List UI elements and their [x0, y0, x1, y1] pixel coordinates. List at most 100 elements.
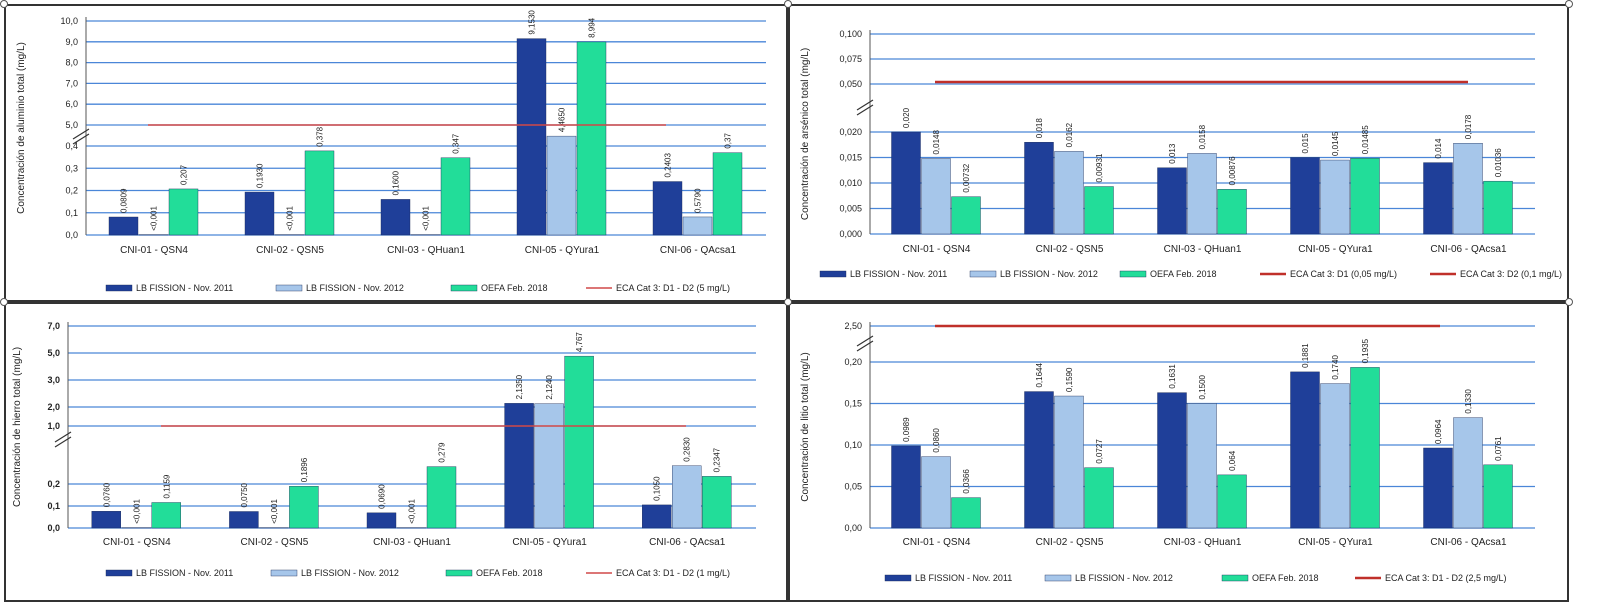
panel-corner-handle[interactable]	[0, 0, 8, 8]
bar	[652, 181, 683, 236]
bar-value-label: 0,1930	[256, 163, 265, 188]
y-tick-label: 8,0	[65, 58, 78, 68]
bar-value-label: 0,1050	[653, 476, 662, 501]
y-tick-label: 0,4	[65, 141, 78, 151]
bar	[891, 131, 921, 235]
legend-label: LB FISSION - Nov. 2012	[306, 283, 404, 293]
bar-value-label: 0,1159	[162, 474, 171, 498]
panel-corner-handle[interactable]	[784, 0, 792, 8]
y-tick-label: 2,50	[844, 321, 862, 331]
legend-label: ECA Cat 3: D1 - D2 (2,5 mg/L)	[1385, 573, 1507, 583]
x-category-label: CNI-03 - QHuan1	[1164, 244, 1242, 255]
bar	[1217, 474, 1247, 529]
y-tick-label: 10,0	[60, 16, 78, 26]
bar-value-label: 0,1600	[392, 170, 401, 195]
bar	[712, 152, 743, 236]
bar	[304, 150, 335, 236]
bar	[1054, 395, 1084, 529]
y-tick-label: 0,010	[839, 178, 862, 188]
panel-corner-handle[interactable]	[1565, 0, 1573, 8]
bar-value-label: 4,4650	[558, 107, 567, 132]
bar-value-label: 0,2830	[683, 437, 692, 462]
bar	[1157, 167, 1187, 235]
bar-value-label: 0,2347	[713, 447, 722, 472]
bar	[504, 403, 534, 529]
legend-swatch	[1044, 574, 1072, 582]
axis-break-mark	[54, 431, 72, 443]
x-category-label: CNI-06 - QAcsa1	[1430, 537, 1507, 548]
bar	[1423, 162, 1453, 235]
bar-value-label: 2,1240	[545, 375, 554, 400]
y-tick-label: 0,050	[839, 79, 862, 89]
panel-corner-handle[interactable]	[1565, 298, 1573, 306]
y-tick-label: 6,0	[65, 99, 78, 109]
bar-value-label: 9,1530	[528, 10, 537, 35]
y-tick-label: 5,0	[47, 348, 60, 358]
bar	[168, 188, 199, 236]
y-tick-label: 0,0	[65, 230, 78, 240]
x-category-label: CNI-03 - QHuan1	[1164, 537, 1242, 548]
bar	[1483, 180, 1513, 235]
bar-value-label: 0,1330	[1464, 389, 1473, 414]
legend-label: LB FISSION - Nov. 2011	[136, 568, 233, 578]
y-tick-label: 0,100	[839, 29, 862, 39]
bar	[891, 445, 921, 529]
y-tick-label: 0,1	[47, 501, 60, 511]
legend-label: LB FISSION - Nov. 2012	[1000, 269, 1098, 279]
y-tick-label: 3,0	[47, 375, 60, 385]
bar-value-label: 0,1896	[300, 457, 309, 482]
y-tick-label: 0,10	[844, 440, 862, 450]
legend-swatch	[275, 284, 303, 292]
legend-label: OEFA Feb. 2018	[476, 568, 543, 578]
x-category-label: CNI-02 - QSN5	[256, 245, 324, 256]
bar-value-label: 0,014	[1434, 138, 1443, 159]
legend-swatch	[445, 569, 473, 577]
chart-panel-aluminio: 0,0 0,1 0,2 0,3 0,4 5,0 6,0 7,0 8,0 9,0 10,0 Concen…	[4, 4, 788, 302]
bar	[951, 196, 981, 235]
bar	[289, 486, 319, 529]
chart-panel-hierro: 0,0 0,1 0,2 1,0 2,0 3,0 5,0 7,0 Concentración de…	[4, 302, 788, 602]
bar-value-label: 0,00876	[1228, 156, 1237, 185]
bar	[921, 456, 951, 529]
bar	[1423, 447, 1453, 529]
y-tick-label: 0,005	[839, 204, 862, 214]
legend-swatch	[105, 284, 133, 292]
legend-swatch	[1221, 574, 1249, 582]
legend-label: LB FISSION - Nov. 2011	[915, 573, 1012, 583]
bar	[1084, 467, 1114, 529]
arsenico-chart: 0,000 0,005 0,010 0,015 0,020 0,050 0,075 0,100…	[800, 29, 1562, 279]
bar	[1290, 371, 1320, 529]
x-category-label: CNI-05 - QYura1	[1298, 537, 1373, 548]
aluminio-chart: 0,0 0,1 0,2 0,3 0,4 5,0 6,0 7,0 8,0 9,0 10,0 Concen…	[16, 10, 766, 293]
y-tick-label: 9,0	[65, 37, 78, 47]
bar	[1157, 392, 1187, 529]
bar	[1084, 186, 1114, 235]
axis-break-mark	[856, 335, 874, 347]
bar-value-label: 0,018	[1035, 118, 1044, 139]
bar-value-label: 0,00732	[962, 163, 971, 192]
panel-corner-handle[interactable]	[784, 298, 792, 306]
bar	[516, 38, 547, 236]
bar-value-label: 0,279	[438, 442, 447, 463]
chart-panel-litio: 0,00 0,05 0,10 0,15 0,20 2,50 Concentración de…	[788, 302, 1569, 602]
bar-value-label: 0,0727	[1095, 439, 1104, 464]
bar-value-label: 0,0760	[102, 482, 111, 507]
litio-chart: 0,00 0,05 0,10 0,15 0,20 2,50 Concentración de…	[800, 321, 1535, 583]
bar-value-label: 0,0761	[1494, 436, 1503, 461]
axis-break-mark	[54, 436, 72, 448]
chart-panel-arsenico: 0,000 0,005 0,010 0,015 0,020 0,050 0,075 0,100…	[788, 4, 1569, 302]
bar	[229, 511, 259, 529]
axis-break-mark	[72, 133, 90, 145]
legend-swatch	[884, 574, 912, 582]
bar-value-label: 2,1350	[515, 374, 524, 399]
bar-value-label: 0,1644	[1035, 363, 1044, 388]
panel-corner-handle[interactable]	[0, 298, 8, 306]
legend-label: LB FISSION - Nov. 2011	[850, 269, 947, 279]
bar	[1453, 143, 1483, 235]
x-category-label: CNI-01 - QSN4	[103, 537, 171, 548]
axis-break-mark	[72, 128, 90, 140]
x-category-label: CNI-05 - QYura1	[1298, 244, 1373, 255]
legend-swatch	[105, 569, 133, 577]
bar	[576, 41, 607, 236]
bar	[642, 504, 672, 529]
